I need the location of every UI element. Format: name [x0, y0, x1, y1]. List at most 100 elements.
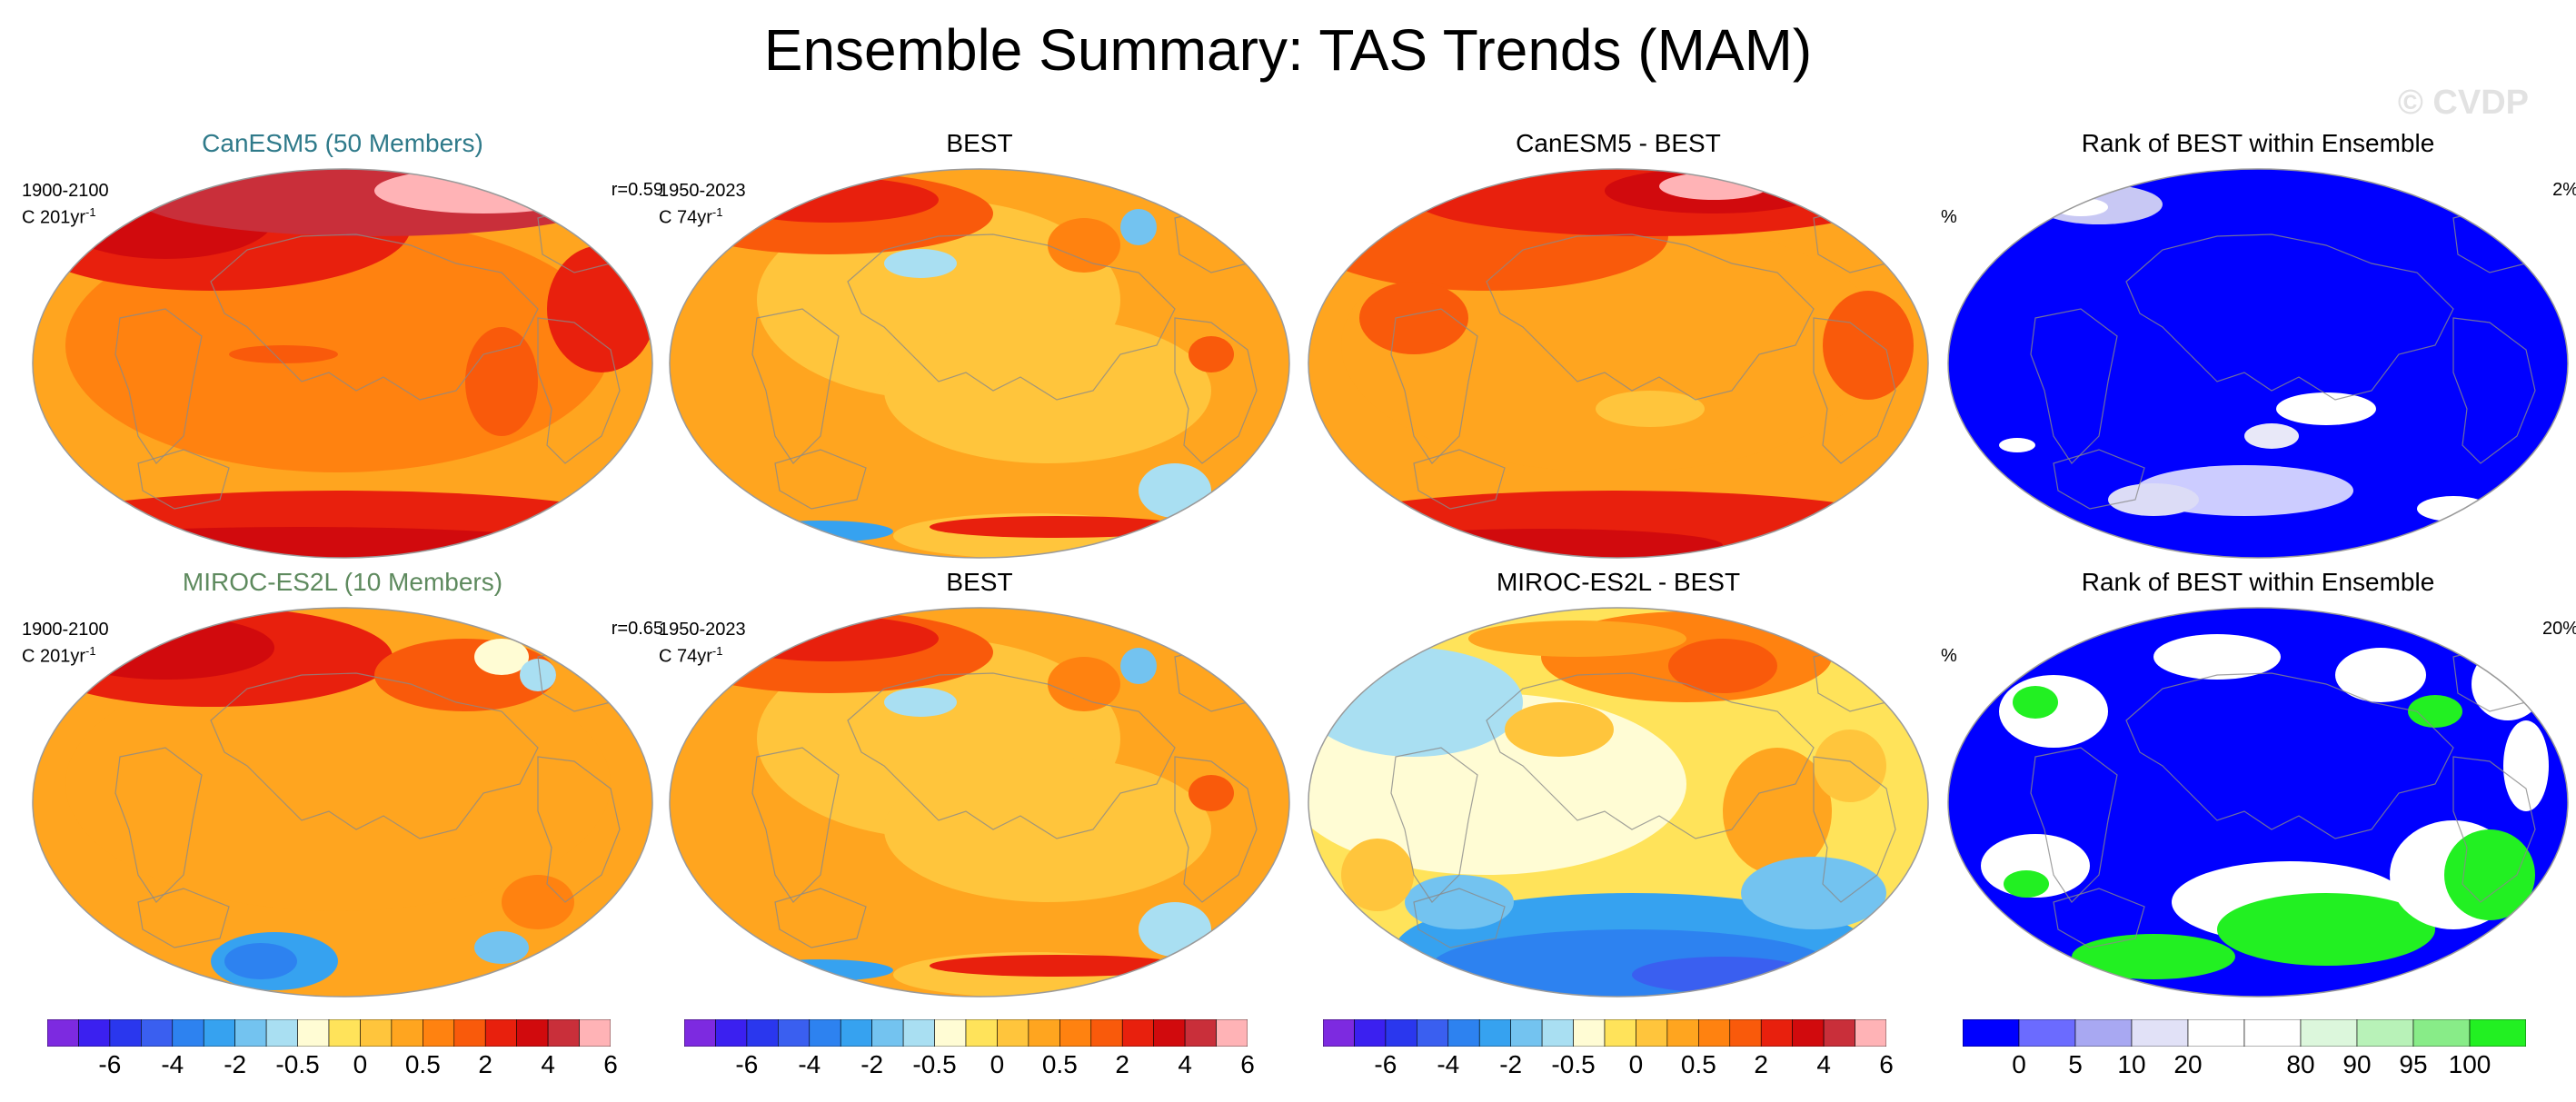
colorbar-labels: -6 -4 -2 -0.5 0 0.5 2 4 6	[47, 1050, 617, 1078]
coastline	[1390, 308, 1478, 464]
colorbar-tick-label: 4	[1816, 1050, 1831, 1078]
map-panel-1: CanESM5 (50 Members) 1900-2100 C 201yr-1 r=…	[22, 129, 663, 563]
coastline	[1813, 317, 1896, 464]
colorbar-swatch	[47, 1019, 79, 1047]
colorbar-3: -6 -4 -2 -0.5 0 0.5 2 4 6	[1323, 1019, 1894, 1083]
colorbar-swatch	[78, 1019, 111, 1047]
colorbar-swatch	[934, 1019, 967, 1047]
panel-period-units: 1900-2100 C 201yr-1	[22, 619, 109, 668]
colorbar-tick-label: 0	[990, 1050, 1005, 1078]
colorbar-swatch	[391, 1019, 423, 1047]
colorbar-tick-label: -6	[98, 1050, 122, 1078]
colorbar-swatch	[1636, 1019, 1668, 1047]
colorbar-swatch	[265, 1019, 298, 1047]
colorbar-tick-label: 4	[541, 1050, 555, 1078]
map-border	[669, 168, 1290, 559]
coastline	[751, 747, 840, 903]
colorbar-swatches	[684, 1019, 1248, 1047]
colorbar-swatch	[684, 1019, 716, 1047]
colorbar-swatch	[547, 1019, 580, 1047]
map-field	[33, 169, 652, 558]
colorbar-swatch	[1823, 1019, 1855, 1047]
colorbar-swatch	[1354, 1019, 1387, 1047]
panel-units-percent: %	[1941, 646, 1957, 666]
colorbar-swatch	[2131, 1019, 2189, 1047]
colorbar-swatch	[715, 1019, 748, 1047]
map-panel-2: BEST 1950-2023 C 74yr-1	[659, 129, 1293, 563]
panel-stat: r=0.65	[611, 619, 663, 639]
coastline	[1813, 756, 1896, 903]
colorbar-swatch	[1478, 1019, 1511, 1047]
colorbar-swatch	[1090, 1019, 1123, 1047]
colorbar-swatch	[172, 1019, 204, 1047]
coastline	[114, 308, 203, 464]
colorbar-swatch	[484, 1019, 517, 1047]
colorbar-tick-label: 0	[1628, 1050, 1644, 1078]
units-label: C 201yr-1	[22, 640, 109, 668]
colorbar-labels: -6 -4 -2 -0.5 0 0.5 2 4 6	[1323, 1050, 1893, 1078]
map-border	[1947, 168, 2569, 559]
colorbar-swatch	[746, 1019, 779, 1047]
colorbar-tick-label: 0.5	[1041, 1050, 1078, 1078]
colorbar-tick-label: -4	[161, 1050, 184, 1078]
coastline	[774, 888, 867, 948]
panel-units-percent: %	[1941, 207, 1957, 227]
map-field	[1948, 608, 2568, 997]
units-label: C 201yr-1	[22, 202, 109, 229]
coastline	[774, 449, 867, 510]
coastline	[2053, 888, 2145, 948]
panel-title: Rank of BEST within Ensemble	[2081, 568, 2435, 596]
colorbar-swatch	[360, 1019, 393, 1047]
colorbar-swatch	[1792, 1019, 1825, 1047]
colorbar-swatch	[1059, 1019, 1092, 1047]
colorbar-swatch	[1760, 1019, 1793, 1047]
panel-period-units: 1950-2023 C 74yr-1	[659, 180, 746, 229]
colorbar-tick-label: 2	[1115, 1050, 1130, 1078]
colorbar-2: -6 -4 -2 -0.5 0 0.5 2 4 6	[684, 1019, 1255, 1083]
colorbar-swatch	[579, 1019, 611, 1047]
colorbar-swatch	[109, 1019, 142, 1047]
map-panel-6: BEST 1950-2023 C 74yr-1	[659, 568, 1293, 1002]
colorbar-tick-label: 2	[478, 1050, 493, 1078]
panel-title: CanESM5 - BEST	[1516, 129, 1721, 157]
colorbar-swatch	[871, 1019, 904, 1047]
map-panel-7: MIROC-ES2L - BEST	[1305, 568, 1932, 1002]
map-panel-4: Rank of BEST within Ensemble 2%%	[1941, 129, 2576, 563]
coastline	[1174, 317, 1258, 464]
coastline	[210, 672, 539, 839]
colorbar-swatch	[809, 1019, 841, 1047]
units-label: C 74yr-1	[659, 640, 746, 668]
colorbar-swatch	[1323, 1019, 1355, 1047]
coastline	[2030, 747, 2118, 903]
map-plot	[1947, 607, 2569, 998]
colorbar-swatches	[1323, 1019, 1886, 1047]
colorbar-tick-label: 20	[2173, 1050, 2203, 1078]
watermark: © CVDP	[2397, 84, 2529, 122]
colorbar-swatch	[2356, 1019, 2414, 1047]
colorbar-swatch	[328, 1019, 361, 1047]
colorbar-labels: 0 5 10 20 80 90 95 100	[1963, 1050, 2526, 1078]
panel-period-units: 1950-2023 C 74yr-1	[659, 619, 746, 668]
period-label: 1900-2100	[22, 181, 109, 201]
colorbar-swatch	[965, 1019, 998, 1047]
coastline	[751, 308, 840, 464]
coastline	[1413, 449, 1506, 510]
colorbar-swatch	[902, 1019, 935, 1047]
colorbar-tick-label: 95	[2399, 1050, 2428, 1078]
map-panel-8: Rank of BEST within Ensemble 20%%	[1941, 568, 2576, 1002]
coastline	[847, 672, 1176, 839]
map-border	[1308, 168, 1929, 559]
colorbar-swatch	[423, 1019, 455, 1047]
colorbar-tick-label: 6	[603, 1050, 618, 1078]
coastline	[2125, 672, 2454, 839]
colorbar-tick-label: -0.5	[912, 1050, 957, 1078]
coastline	[2125, 233, 2454, 401]
units-exponent: -1	[711, 205, 723, 219]
colorbar-swatch	[297, 1019, 330, 1047]
map-border	[669, 607, 1290, 998]
map-plot	[1308, 168, 1929, 559]
period-label: 1900-2100	[22, 620, 109, 640]
map-field	[670, 169, 1289, 558]
colorbar-tick-label: -2	[860, 1050, 884, 1078]
map-plot	[669, 168, 1290, 559]
